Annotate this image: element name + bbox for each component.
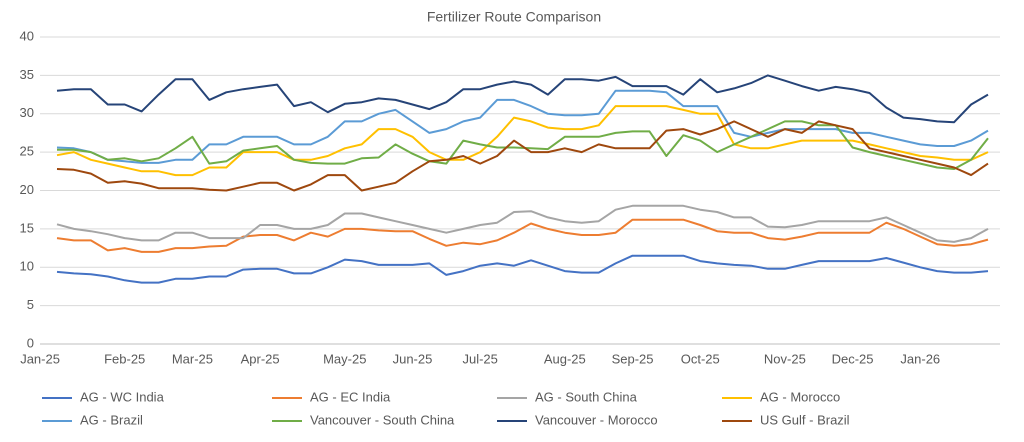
series-line [56, 120, 989, 192]
y-tick-label: 5 [27, 297, 34, 312]
y-tick-label: 30 [20, 105, 34, 120]
series-line [56, 74, 989, 124]
y-tick-label: 0 [27, 335, 34, 350]
legend-label: AG - WC India [80, 389, 165, 404]
series-line [56, 218, 989, 253]
y-tick-label: 15 [20, 220, 34, 235]
x-tick-label: Jun-25 [393, 351, 433, 366]
legend-label: US Gulf - Brazil [760, 412, 850, 427]
y-tick-label: 40 [20, 28, 34, 43]
y-tick-label: 10 [20, 259, 34, 274]
x-tick-label: Dec-25 [832, 351, 874, 366]
x-tick-label: Jul-25 [462, 351, 497, 366]
x-tick-label: Sep-25 [612, 351, 654, 366]
legend-label: Vancouver - Morocco [535, 412, 658, 427]
y-tick-label: 20 [20, 182, 34, 197]
x-tick-label: Oct-25 [681, 351, 720, 366]
legend-label: AG - EC India [310, 389, 391, 404]
legend-label: AG - Morocco [760, 389, 840, 404]
x-tick-label: Nov-25 [764, 351, 806, 366]
x-tick-label: Mar-25 [172, 351, 213, 366]
series-line [56, 89, 989, 164]
legend-label: Vancouver - South China [310, 412, 455, 427]
x-tick-label: Apr-25 [241, 351, 280, 366]
x-tick-label: Jan-26 [900, 351, 940, 366]
series-line [56, 254, 989, 284]
chart-title: Fertilizer Route Comparison [427, 9, 601, 25]
series-line [56, 105, 989, 177]
y-tick-label: 25 [20, 144, 34, 159]
x-tick-label: Aug-25 [544, 351, 586, 366]
legend-label: AG - Brazil [80, 412, 143, 427]
x-tick-label: Feb-25 [104, 351, 145, 366]
y-tick-label: 35 [20, 67, 34, 82]
series-line [56, 204, 989, 243]
x-tick-label: May-25 [323, 351, 366, 366]
legend-label: AG - South China [535, 389, 638, 404]
x-tick-label: Jan-25 [20, 351, 60, 366]
